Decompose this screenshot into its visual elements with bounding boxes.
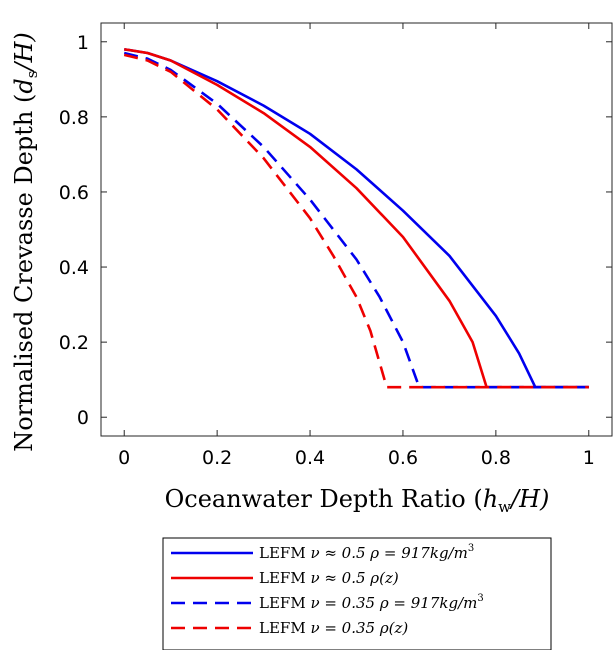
series-line-2 [123,48,589,389]
series-layer [123,48,589,389]
x-axis-title: Oceanwater Depth Ratio (hw/H) [165,485,550,516]
y-tick-label: 0.4 [59,257,89,279]
series-line-1 [123,48,589,389]
series-line-3 [123,51,589,389]
x-tick-label: 0.2 [202,447,232,469]
legend: LEFM ν ≈ 0.5 ρ = 917kg/m3 LEFM ν ≈ 0.5 ρ(… [162,537,552,650]
plot-frame [100,22,613,437]
y-tick-label: 0 [77,407,89,429]
legend-label-4: LEFM ν = 0.35 ρ(z) [259,619,408,637]
x-tick-label: 0.6 [388,447,418,469]
series-line-4 [123,53,589,389]
legend-label-3: LEFM ν = 0.35 ρ = 917kg/m3 [259,593,484,612]
legend-label-2: LEFM ν ≈ 0.5 ρ(z) [259,569,399,587]
y-tick-label: 1 [77,32,89,54]
x-axis-ticks: 0 0.2 0.4 0.6 0.8 1 [118,23,595,469]
y-axis-title: Normalised Crevasse Depth (ds/H) [10,32,41,452]
legend-box [162,537,552,650]
y-tick-label: 0.8 [59,107,89,129]
legend-label-1: LEFM ν ≈ 0.5 ρ = 917kg/m3 [259,543,474,562]
x-tick-label: 0.8 [481,447,511,469]
y-tick-label: 0.6 [59,182,89,204]
y-tick-label: 0.2 [59,332,89,354]
x-tick-label: 0 [118,447,130,469]
plot-area [100,22,613,437]
x-tick-label: 1 [583,447,595,469]
x-tick-label: 0.4 [295,447,325,469]
y-axis-ticks: 0 0.2 0.4 0.6 0.8 1 [59,32,612,429]
